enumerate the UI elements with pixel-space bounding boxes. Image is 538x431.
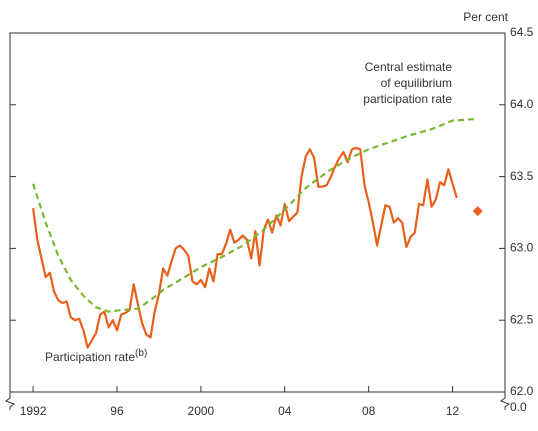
series-name: Participation rate <box>45 350 135 364</box>
axis-break <box>4 392 16 410</box>
y-tick-label: 64.5 <box>510 25 534 39</box>
series-note: (b) <box>135 348 147 359</box>
axis-break <box>499 392 511 410</box>
projection-marker <box>472 206 483 217</box>
x-tick-label: 04 <box>278 404 292 418</box>
series-label: of equilibrium <box>381 76 452 90</box>
y-tick-label: 63.5 <box>510 169 534 183</box>
plot-frame <box>9 32 506 393</box>
y-break-label: 0.0 <box>510 400 527 414</box>
y-tick-label: 63.0 <box>510 241 534 255</box>
x-tick-label: 12 <box>446 404 460 418</box>
y-tick-label: 62.0 <box>510 384 534 398</box>
y-tick-label: 62.5 <box>510 312 534 326</box>
series-label: Central estimate <box>365 60 453 74</box>
series-line <box>32 118 478 313</box>
y-tick-label: 64.0 <box>510 97 534 111</box>
x-tick-label: 1992 <box>20 404 47 418</box>
series-label: participation rate <box>363 92 452 106</box>
series-line <box>32 146 458 349</box>
series-label: Participation rate(b) <box>45 348 147 365</box>
x-tick-label: 96 <box>110 404 124 418</box>
x-tick-label: 08 <box>362 404 376 418</box>
unit-label: Per cent <box>463 10 508 24</box>
x-tick-label: 2000 <box>188 404 215 418</box>
